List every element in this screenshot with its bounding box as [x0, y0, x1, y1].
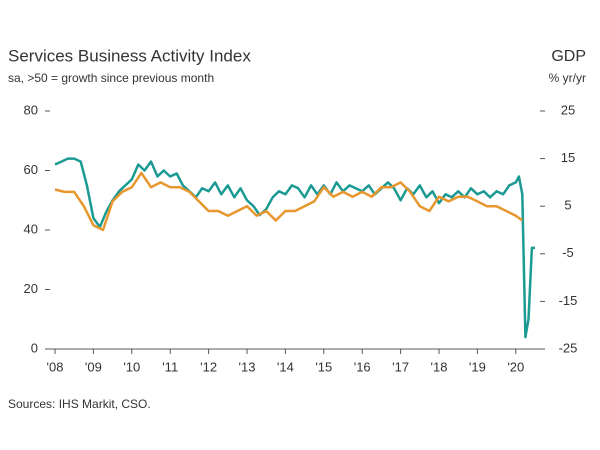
x-tick-label: '12	[200, 359, 217, 374]
y-tick-label: 0	[31, 340, 38, 355]
x-tick-label: '08	[47, 359, 64, 374]
x-tick-label: '20	[507, 359, 524, 374]
series-line	[54, 157, 535, 339]
x-tick-label: '11	[162, 359, 178, 374]
x-tick-label: '13	[239, 359, 256, 374]
y-tick-label: 20	[24, 281, 38, 296]
chart-subtitle: sa, >50 = growth since previous month	[8, 71, 214, 85]
y2-tick-label: 5	[564, 198, 571, 213]
x-tick-label: '14	[277, 359, 294, 374]
x-tick-label: '16	[354, 359, 371, 374]
series-line	[54, 171, 524, 232]
x-tick-label: '19	[469, 359, 486, 374]
chart-title: Services Business Activity Index	[8, 46, 251, 65]
x-tick-label: '10	[123, 359, 140, 374]
x-tick-label: '17	[392, 359, 409, 374]
y2-tick-label: -25	[559, 340, 578, 355]
y2-tick-label: 15	[561, 150, 575, 165]
x-tick-label: '09	[85, 359, 102, 374]
y2-axis-label: % yr/yr	[549, 71, 586, 85]
y-tick-label: 40	[24, 221, 38, 236]
source-note: Sources: IHS Markit, CSO.	[8, 397, 151, 411]
y-tick-label: 80	[24, 102, 38, 117]
x-tick-label: '15	[315, 359, 332, 374]
legend-entry: GDP	[551, 48, 586, 65]
y2-tick-label: -15	[559, 293, 578, 308]
y-tick-label: 60	[24, 162, 38, 177]
y2-tick-label: -5	[562, 245, 574, 260]
y2-tick-label: 25	[561, 102, 575, 117]
x-tick-label: '18	[431, 359, 448, 374]
